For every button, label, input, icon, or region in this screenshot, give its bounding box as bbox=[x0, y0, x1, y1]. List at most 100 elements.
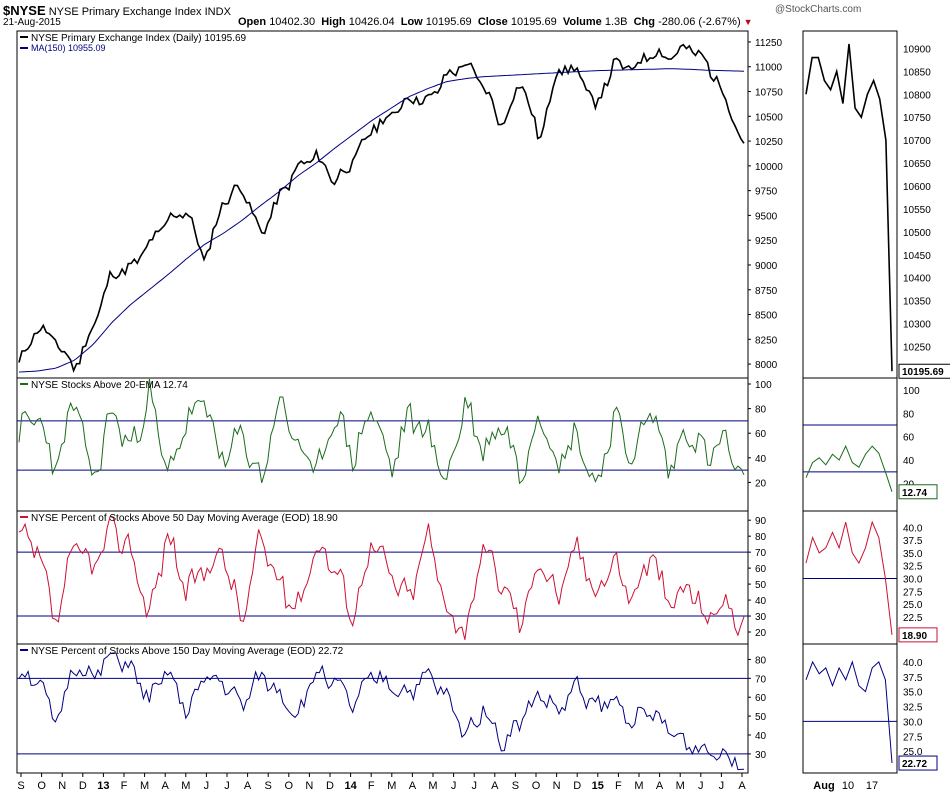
x-tick-label: D bbox=[79, 780, 87, 792]
y-tick-label: 9000 bbox=[755, 261, 778, 272]
zoom-x-tick-label: 10 bbox=[842, 780, 854, 792]
zoom-y-tick-label: 10300 bbox=[903, 320, 931, 331]
zoom-y-tick-label: 30.0 bbox=[903, 717, 923, 728]
y-tick-label: 8750 bbox=[755, 286, 778, 297]
x-tick-label: A bbox=[491, 780, 499, 792]
y-tick-label: 8250 bbox=[755, 335, 778, 346]
chg-value: -280.06 (-2.67%) bbox=[658, 16, 741, 28]
y-tick-label: 20 bbox=[755, 478, 767, 489]
chart-header: $NYSE NYSE Primary Exchange Index INDX bbox=[3, 3, 231, 18]
zoom-y-tick-label: 37.5 bbox=[903, 536, 923, 547]
x-tick-label: J bbox=[698, 780, 704, 792]
series-line-dma150-0 bbox=[18, 652, 745, 771]
last-value-box-dma50-zoom bbox=[898, 627, 938, 643]
x-tick-label: F bbox=[615, 780, 622, 792]
x-tick-label: A bbox=[656, 780, 664, 792]
y-tick-label: 60 bbox=[755, 564, 767, 575]
series-line-dma50-0 bbox=[18, 516, 745, 640]
zoom-y-tick-label: 10700 bbox=[903, 136, 931, 147]
panel-frame-dma50 bbox=[16, 510, 749, 645]
zoom-y-tick-label: 35.0 bbox=[903, 549, 923, 560]
down-arrow-icon: ▼ bbox=[743, 17, 753, 27]
close-label: Close bbox=[477, 16, 508, 28]
y-tick-label: 60 bbox=[755, 693, 767, 704]
open-label: Open bbox=[238, 16, 267, 28]
y-tick-label: 50 bbox=[755, 712, 767, 723]
y-tick-label: 40 bbox=[755, 596, 767, 607]
zoom-y-tick-label: 25.0 bbox=[903, 600, 923, 611]
x-tick-label: J bbox=[204, 780, 210, 792]
y-tick-label: 90 bbox=[755, 516, 767, 527]
exchange: INDX bbox=[204, 6, 231, 18]
panel-frame-nyse bbox=[16, 30, 749, 379]
y-tick-label: 50 bbox=[755, 580, 767, 591]
legend-dma150: NYSE Percent of Stocks Above 150 Day Mov… bbox=[31, 646, 344, 657]
index-name: NYSE Primary Exchange Index bbox=[48, 6, 202, 18]
x-tick-label: A bbox=[244, 780, 252, 792]
low-value: 10195.69 bbox=[425, 16, 472, 28]
zoom-series-line-nyse-zoom bbox=[805, 43, 893, 372]
last-value-label-dma150-zoom: 22.72 bbox=[902, 759, 927, 770]
y-tick-label: 80 bbox=[755, 532, 767, 543]
volume-label: Volume bbox=[562, 16, 602, 28]
x-tick-label: J bbox=[451, 780, 457, 792]
zoom-series-line-dma50-zoom bbox=[805, 520, 893, 635]
zoom-y-tick-label: 10250 bbox=[903, 342, 931, 353]
zoom-y-tick-label: 40.0 bbox=[903, 523, 923, 534]
last-value-label-dma50-zoom: 18.90 bbox=[902, 631, 927, 642]
x-tick-label: J bbox=[224, 780, 230, 792]
y-tick-label: 40 bbox=[755, 731, 767, 742]
y-tick-label: 20 bbox=[755, 628, 767, 639]
zoom-y-tick-label: 22.5 bbox=[903, 613, 923, 624]
x-tick-label: J bbox=[471, 780, 477, 792]
zoom-frame-ema20-zoom bbox=[802, 377, 898, 512]
y-tick-label: 8000 bbox=[755, 360, 778, 371]
x-tick-label: J bbox=[719, 780, 725, 792]
x-tick-label: F bbox=[368, 780, 375, 792]
x-tick-label: M bbox=[634, 780, 643, 792]
zoom-y-tick-label: 100 bbox=[903, 386, 920, 397]
y-tick-label: 10500 bbox=[755, 112, 783, 123]
high-label: High bbox=[321, 16, 346, 28]
high-value: 10426.04 bbox=[348, 16, 395, 28]
zoom-frame-dma50-zoom bbox=[802, 510, 898, 645]
x-tick-label: M bbox=[387, 780, 396, 792]
zoom-y-tick-label: 10450 bbox=[903, 251, 931, 262]
zoom-series-line-dma150-zoom bbox=[805, 660, 893, 764]
x-tick-label: N bbox=[553, 780, 561, 792]
zoom-y-tick-label: 10800 bbox=[903, 90, 931, 101]
zoom-y-tick-label: 32.5 bbox=[903, 703, 923, 714]
zoom-y-tick-label: 30.0 bbox=[903, 575, 923, 586]
x-tick-label: O bbox=[532, 780, 541, 792]
y-tick-label: 40 bbox=[755, 454, 767, 465]
low-label: Low bbox=[400, 16, 423, 28]
x-tick-label: S bbox=[265, 780, 272, 792]
zoom-y-tick-label: 32.5 bbox=[903, 562, 923, 573]
ohlc-readout: Open 10402.30 High 10426.04 Low 10195.69… bbox=[238, 16, 753, 28]
zoom-y-tick-label: 10600 bbox=[903, 182, 931, 193]
x-tick-label: A bbox=[409, 780, 417, 792]
y-tick-label: 8500 bbox=[755, 311, 778, 322]
zoom-y-tick-label: 37.5 bbox=[903, 673, 923, 684]
last-value-label-ema20-zoom: 12.74 bbox=[902, 488, 927, 499]
last-value-box-nyse-zoom bbox=[898, 363, 950, 379]
y-tick-label: 70 bbox=[755, 674, 767, 685]
x-tick-label: 13 bbox=[97, 780, 109, 792]
y-tick-label: 11000 bbox=[755, 63, 783, 74]
zoom-y-tick-label: 10400 bbox=[903, 274, 931, 285]
y-tick-label: 60 bbox=[755, 429, 767, 440]
x-tick-label: O bbox=[37, 780, 46, 792]
x-tick-label: M bbox=[181, 780, 190, 792]
chg-label: Chg bbox=[633, 16, 655, 28]
y-tick-label: 10750 bbox=[755, 88, 783, 99]
x-tick-label: M bbox=[140, 780, 149, 792]
series-line-nyse-0 bbox=[18, 43, 745, 373]
x-tick-label: M bbox=[676, 780, 685, 792]
x-tick-label: A bbox=[162, 780, 170, 792]
y-tick-label: 80 bbox=[755, 405, 767, 416]
x-tick-label: D bbox=[573, 780, 581, 792]
last-value-label-nyse-zoom: 10195.69 bbox=[902, 367, 944, 378]
x-tick-label: M bbox=[428, 780, 437, 792]
zoom-y-tick-label: 40 bbox=[903, 456, 915, 467]
y-tick-label: 30 bbox=[755, 612, 767, 623]
